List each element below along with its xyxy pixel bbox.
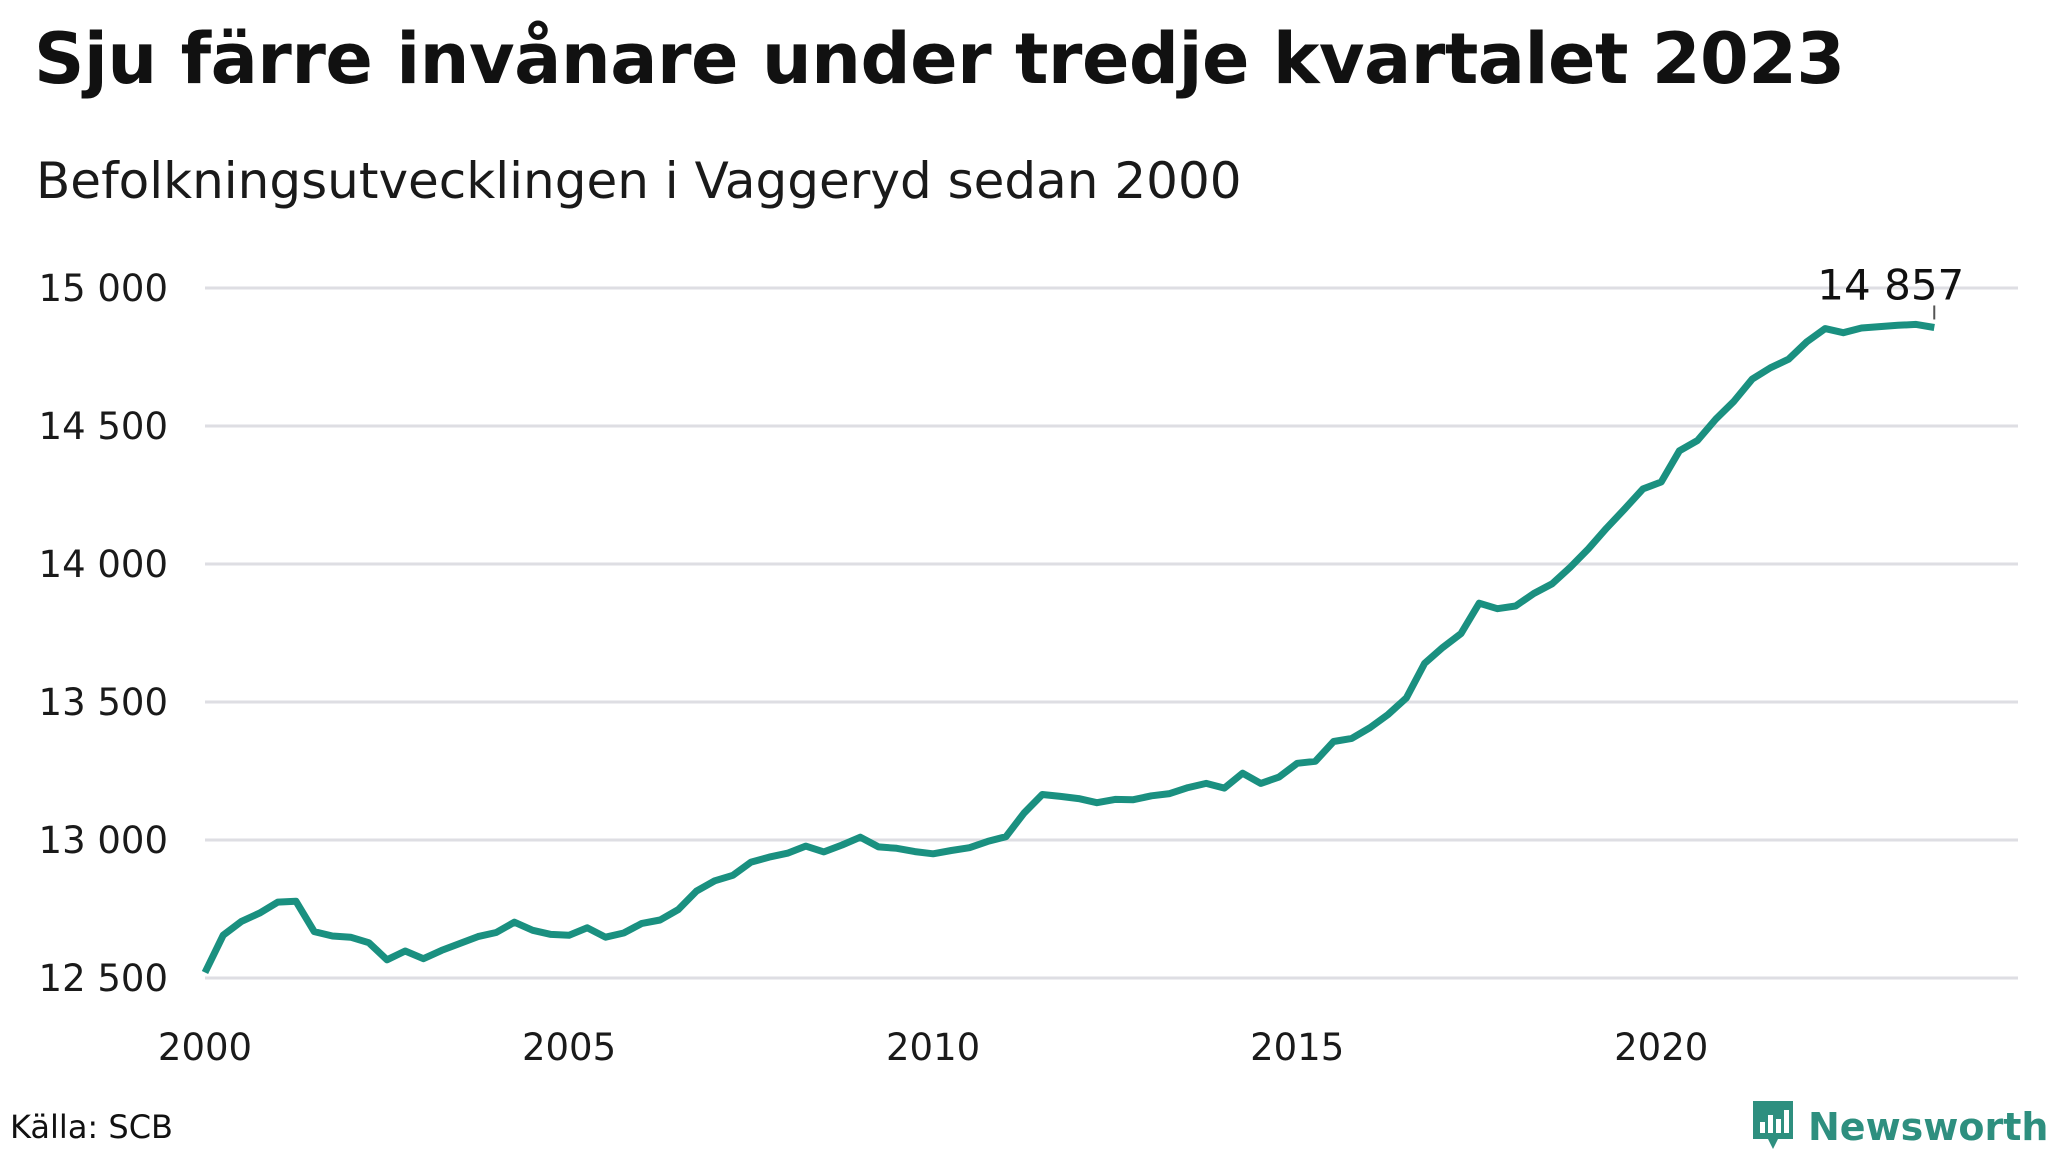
y-tick-label: 12 500 (39, 957, 168, 1000)
newsworthy-logo-icon (1750, 1098, 1796, 1156)
series-layer (201, 320, 1935, 975)
brand-logo[interactable]: Newsworthy (1750, 1098, 2048, 1156)
y-tick-label: 15 000 (39, 267, 168, 310)
brand-name: Newsworthy (1808, 1105, 2048, 1149)
chart-title: Sju färre invånare under tredje kvartale… (34, 18, 1845, 100)
series-line (201, 320, 1935, 975)
y-axis-ticks: 12 500 13 000 13 500 14 000 14 500 15 000 (39, 267, 168, 1000)
data-label-layer: 14 857 (1817, 260, 1964, 320)
x-tick-label: 2015 (1250, 1026, 1344, 1069)
y-tick-label: 13 500 (39, 681, 168, 724)
chart-subtitle: Befolkningsutvecklingen i Vaggeryd sedan… (36, 152, 1242, 210)
x-tick-label: 2010 (886, 1026, 980, 1069)
y-tick-label: 13 000 (39, 819, 168, 862)
y-tick-label: 14 500 (39, 405, 168, 448)
gridlines (205, 286, 2018, 980)
x-tick-label: 2005 (522, 1026, 616, 1069)
source-label: Källa: SCB (10, 1108, 173, 1146)
y-tick-label: 14 000 (39, 543, 168, 586)
end-value-label: 14 857 (1817, 260, 1964, 309)
x-axis-ticks: 2000 2005 2010 2015 2020 (158, 1026, 1708, 1069)
x-tick-label: 2000 (158, 1026, 252, 1069)
x-tick-label: 2020 (1614, 1026, 1708, 1069)
